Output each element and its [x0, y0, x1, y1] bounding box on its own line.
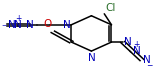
- Text: N: N: [124, 37, 131, 47]
- Text: Cl: Cl: [105, 3, 115, 13]
- Text: −: −: [146, 61, 152, 70]
- Text: +: +: [133, 40, 140, 49]
- Text: −: −: [1, 22, 6, 27]
- Text: N: N: [63, 20, 71, 30]
- Text: N: N: [87, 53, 95, 63]
- Text: N: N: [143, 55, 151, 65]
- Text: O: O: [43, 20, 51, 30]
- Text: N: N: [8, 20, 16, 30]
- Text: N: N: [133, 46, 141, 56]
- Text: N: N: [26, 20, 33, 30]
- Text: N: N: [14, 20, 22, 30]
- Text: +: +: [15, 14, 22, 23]
